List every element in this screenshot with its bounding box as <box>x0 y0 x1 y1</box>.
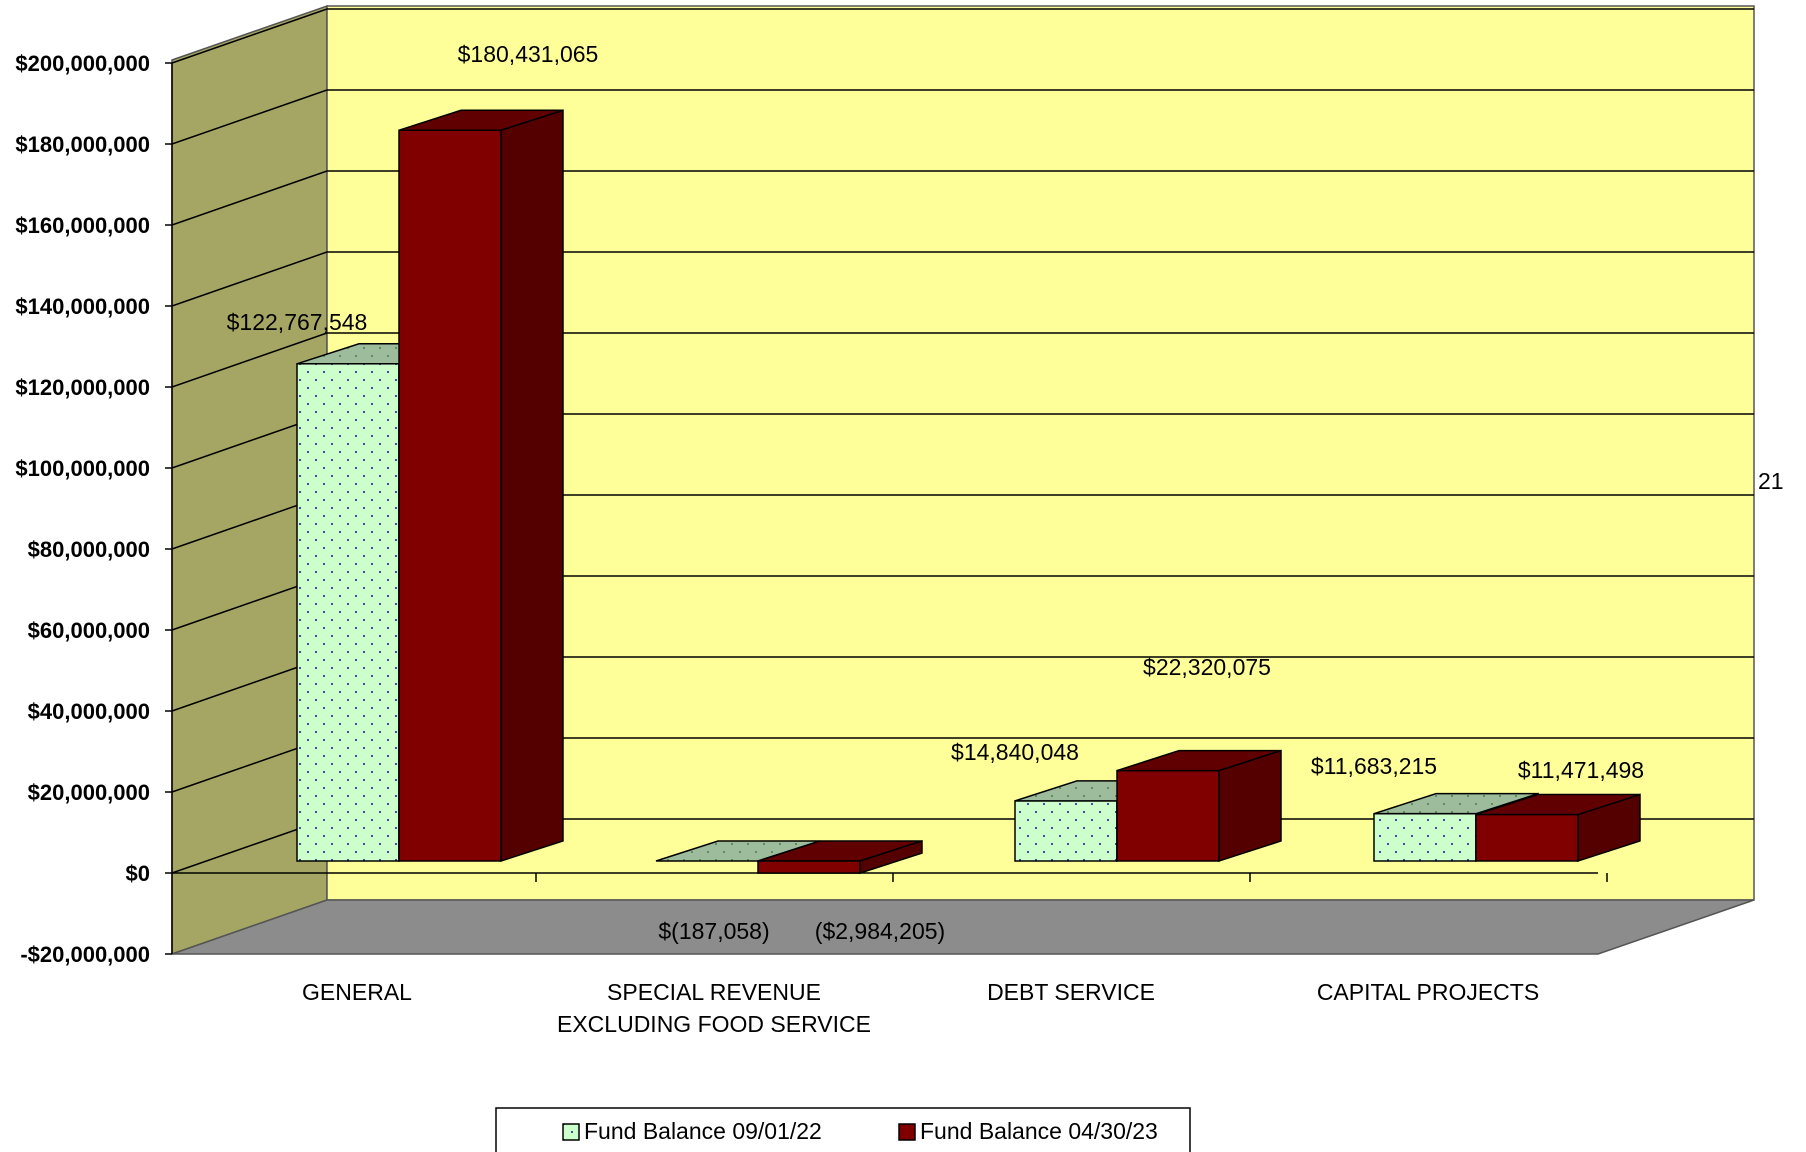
bar <box>1116 749 1282 863</box>
bar-front <box>296 363 400 862</box>
legend-label-series-2: Fund Balance 04/30/23 <box>920 1118 1158 1144</box>
back-wall <box>326 5 1755 901</box>
floor <box>171 899 1755 955</box>
legend-box <box>495 1107 1191 1152</box>
side-note: 21 <box>1758 468 1784 494</box>
y-axis: -$20,000,000 $0 $20,000,000 $40,000,000 $60,… <box>15 51 1598 967</box>
bar-top <box>398 109 564 132</box>
data-label: $122,767,548 <box>227 309 368 335</box>
data-label: $14,840,048 <box>951 739 1079 765</box>
bar-front <box>398 129 502 862</box>
data-label: $180,431,065 <box>458 41 599 67</box>
legend-swatch-series-2 <box>898 1123 916 1141</box>
category-label: DEBT SERVICE <box>987 979 1155 1005</box>
gridline-side <box>171 89 328 145</box>
y-tick-label: $160,000,000 <box>15 213 150 238</box>
bar <box>757 839 923 875</box>
y-tick-label: $180,000,000 <box>15 132 150 157</box>
category-label: EXCLUDING FOOD SERVICE <box>557 1011 871 1037</box>
data-label: $11,471,498 <box>1518 757 1644 783</box>
bar-top <box>1116 749 1282 772</box>
bar-front <box>1116 769 1220 862</box>
y-tick-label: $200,000,000 <box>15 51 150 76</box>
gridline-side <box>171 170 328 226</box>
bar-front <box>757 860 861 874</box>
data-label: ($2,984,205) <box>815 918 945 944</box>
bar-side <box>859 839 923 875</box>
bar <box>398 109 564 863</box>
data-label: $(187,058) <box>658 918 769 944</box>
category-label: SPECIAL REVENUE <box>607 979 821 1005</box>
y-tick-label: $40,000,000 <box>28 699 150 724</box>
category-label: CAPITAL PROJECTS <box>1317 979 1539 1005</box>
y-tick-label: $20,000,000 <box>28 780 150 805</box>
bar-front <box>1475 813 1579 862</box>
gridlines <box>171 8 1754 874</box>
gridline-side <box>171 8 328 64</box>
legend-label-series-1: Fund Balance 09/01/22 <box>584 1118 822 1144</box>
bar-front <box>1014 800 1118 862</box>
gridline-side <box>171 332 328 388</box>
y-tick-label: -$20,000,000 <box>20 942 150 967</box>
bar-front <box>1373 812 1477 862</box>
bar <box>1475 793 1641 863</box>
bar-top <box>1373 792 1539 815</box>
bar-top <box>1475 793 1641 816</box>
legend: Fund Balance 09/01/22 Fund Balance 04/30… <box>495 1107 1191 1152</box>
data-label: $22,320,075 <box>1143 654 1271 680</box>
category-label: GENERAL <box>302 979 412 1005</box>
x-axis: GENERAL SPECIAL REVENUE EXCLUDING FOOD SER… <box>302 873 1608 1037</box>
bars: $122,767,548 $(187,058) $14,840,048 $11,683… <box>227 41 1644 944</box>
data-label: $11,683,215 <box>1311 753 1437 779</box>
y-tick-label: $0 <box>126 861 150 886</box>
legend-swatch-series-1 <box>562 1123 580 1141</box>
bar-side <box>500 109 564 863</box>
y-tick-label: $100,000,000 <box>15 456 150 481</box>
gridline-side <box>171 251 328 307</box>
y-tick-label: $60,000,000 <box>28 618 150 643</box>
y-tick-label: $80,000,000 <box>28 537 150 562</box>
y-tick-label: $120,000,000 <box>15 375 150 400</box>
y-tick-label: $140,000,000 <box>15 294 150 319</box>
